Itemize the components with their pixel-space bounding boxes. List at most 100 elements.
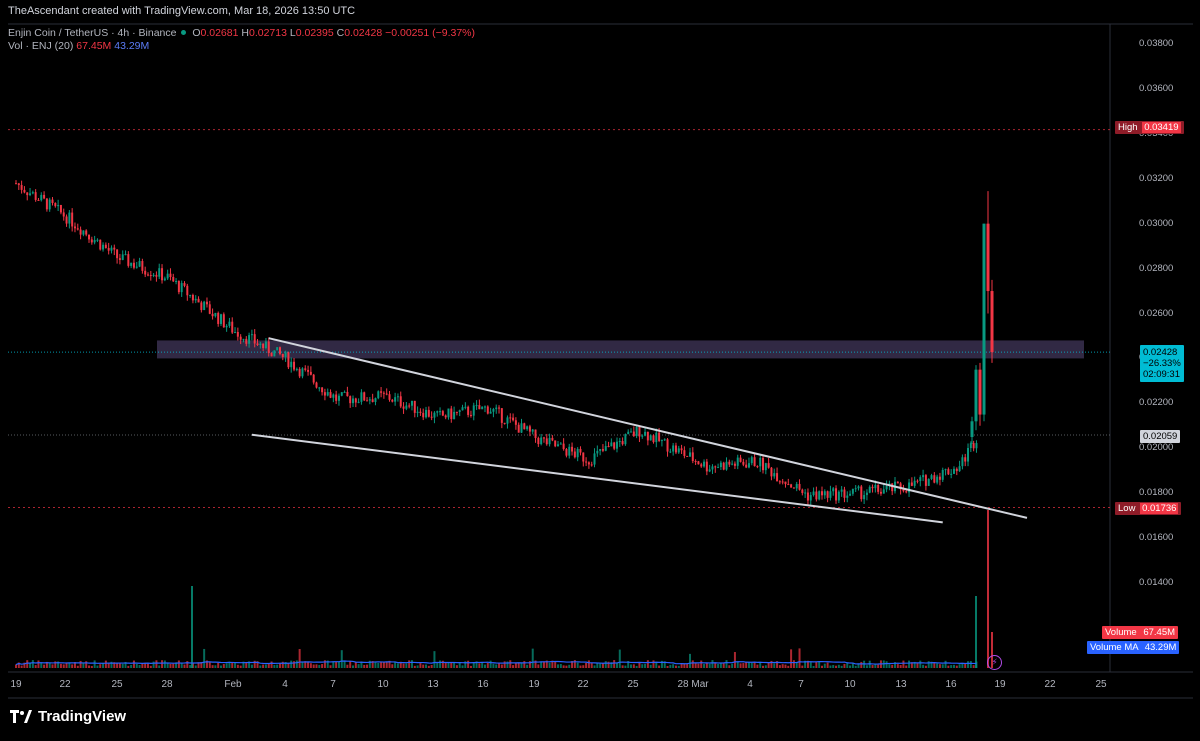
candle-body: [352, 398, 354, 404]
volume-bar: [270, 661, 273, 668]
candle-body: [982, 223, 986, 415]
volume-bar: [837, 664, 840, 668]
volume-bar: [747, 661, 750, 668]
volume-bar: [422, 664, 425, 668]
volume-bar: [264, 664, 267, 668]
candle-body: [48, 199, 51, 210]
low-tag-label: Low: [1118, 503, 1136, 514]
candle-body: [728, 461, 731, 465]
volume-bar: [34, 665, 37, 668]
volume-bar: [733, 652, 736, 668]
volume-bar: [924, 665, 927, 668]
volume-bar: [295, 660, 298, 668]
candle-body: [714, 466, 717, 468]
symbol-name: Enjin Coin / TetherUS · 4h · Binance: [8, 27, 177, 39]
candle-body: [158, 268, 161, 277]
volume-bar: [439, 660, 442, 668]
volume-bar: [368, 660, 371, 668]
volume-spike-bar: [191, 586, 193, 668]
candle-body: [944, 469, 947, 471]
candle-body: [843, 489, 846, 498]
volume-bar: [73, 662, 76, 668]
candle-body: [43, 194, 46, 199]
candle-body: [382, 392, 385, 394]
candle-body: [489, 411, 492, 414]
volume-bar: [486, 662, 489, 668]
volume-bar: [382, 662, 385, 668]
date-tick-label: 16: [477, 679, 489, 690]
candle-body: [967, 448, 970, 462]
candle-body: [885, 485, 888, 490]
candle-body: [26, 192, 29, 196]
low-key: L: [289, 27, 296, 39]
candle-body: [540, 437, 543, 445]
candle-body: [837, 491, 840, 501]
volume-bar: [307, 662, 310, 668]
high-value: 0.02713: [248, 27, 287, 39]
volume-bar: [360, 661, 363, 668]
candle-body: [211, 313, 214, 317]
volume-bar: [498, 662, 501, 668]
volume-bar: [908, 660, 911, 668]
candle-body: [517, 424, 520, 433]
volume-bar: [82, 663, 85, 668]
candle-body: [200, 302, 203, 311]
volume-bar: [99, 664, 102, 668]
candle-body: [256, 343, 259, 346]
candle-body: [871, 486, 874, 489]
candle-body: [343, 391, 346, 393]
candle-body: [879, 491, 882, 494]
volume-bar: [840, 665, 843, 668]
candle-body: [326, 392, 329, 396]
candle-body: [672, 445, 675, 452]
volume-bar: [913, 661, 916, 668]
wedge-lower-trendline[interactable]: [251, 433, 943, 524]
volume-bar: [621, 665, 624, 668]
volume-bar: [798, 648, 801, 668]
wedge-upper-trendline[interactable]: [268, 337, 1028, 519]
volume-bar: [958, 664, 961, 668]
volume-spike-bar: [987, 510, 989, 668]
candle-body: [947, 469, 950, 475]
candle-body: [905, 491, 908, 493]
price-tick-label: 0.03600: [1139, 82, 1174, 94]
candle-body: [846, 495, 849, 498]
candle-body: [916, 480, 919, 482]
candle-body: [436, 411, 439, 413]
volume-legend[interactable]: Vol · ENJ (20) 67.45M 43.29M: [8, 40, 149, 52]
candle-body: [680, 448, 683, 451]
volume-bar: [110, 661, 113, 668]
volume-bar: [820, 665, 823, 668]
volume-bar: [832, 665, 835, 668]
lightning-icon[interactable]: ⚡: [987, 655, 1002, 670]
volume-bar: [955, 665, 958, 668]
volume-bar: [469, 665, 472, 668]
candle-body: [882, 489, 885, 494]
candle-body: [419, 411, 422, 413]
candle-body: [523, 423, 526, 430]
volume-bar: [722, 663, 725, 668]
volume-ma-line: [15, 660, 977, 666]
candle-body: [545, 438, 548, 445]
candle-body: [110, 247, 113, 251]
volume-bar: [590, 662, 593, 668]
volume-ma-tag: Volume MA 43.29M: [1087, 641, 1180, 654]
symbol-legend[interactable]: Enjin Coin / TetherUS · 4h · Binance O0.…: [8, 27, 475, 39]
date-tick-label: 7: [330, 679, 336, 690]
candle-body: [439, 411, 442, 413]
volume-bar: [599, 663, 602, 668]
volume-bar: [399, 661, 402, 668]
volume-bar: [891, 664, 894, 668]
candle-body: [239, 336, 242, 340]
resistance-zone[interactable]: [157, 340, 1084, 359]
candle-body: [138, 261, 141, 267]
candle-body: [40, 194, 43, 201]
volume-bar: [90, 665, 93, 668]
volume-bar: [163, 660, 166, 668]
volume-bar: [93, 660, 96, 668]
candle-body: [464, 406, 467, 408]
candle-body: [278, 347, 281, 354]
candle-body: [644, 431, 647, 436]
candle-body: [646, 431, 649, 441]
